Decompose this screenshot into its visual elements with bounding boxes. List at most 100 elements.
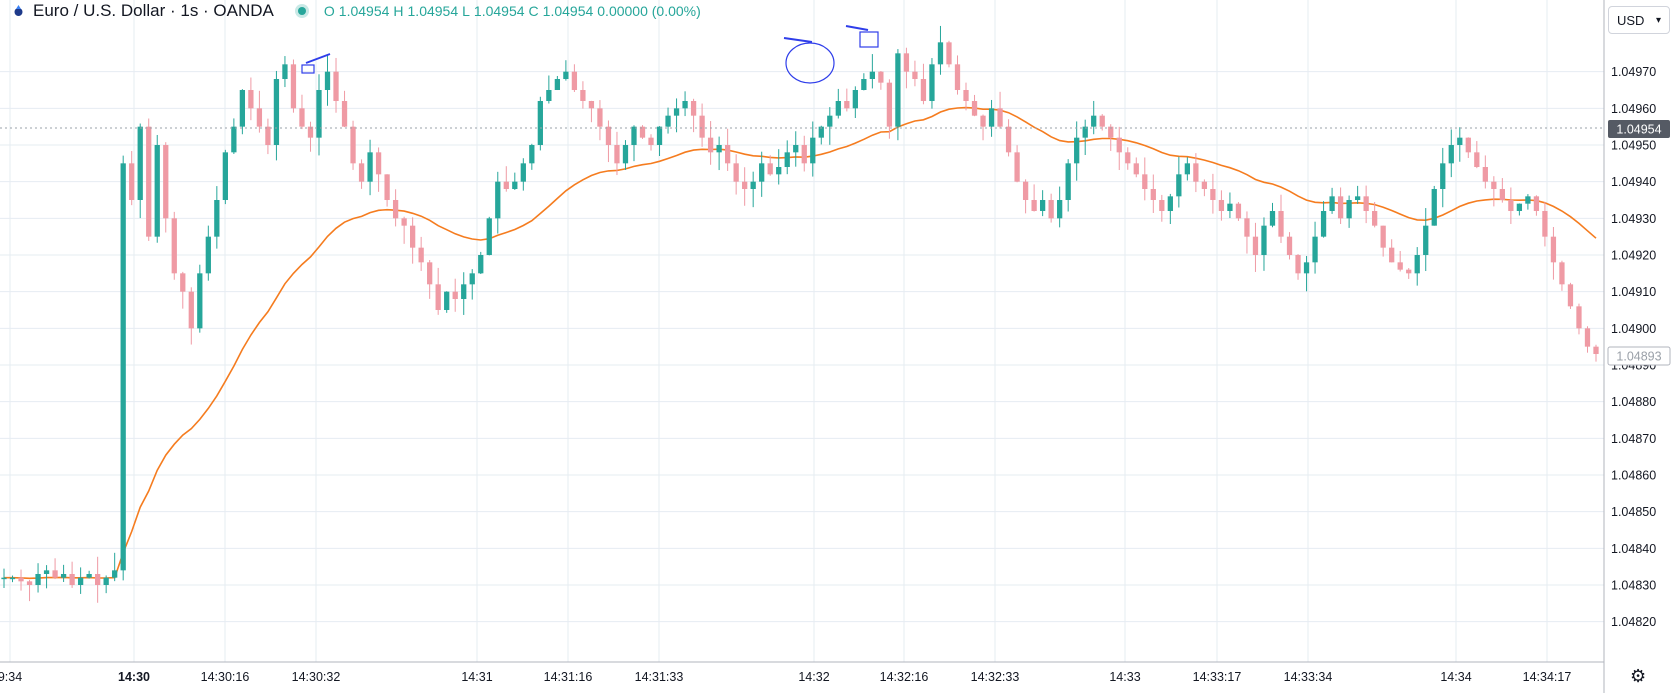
candle-down <box>1099 114 1105 131</box>
time-tick-label: 14:31 <box>461 670 492 684</box>
current-price-value: 1.04954 <box>1616 123 1661 137</box>
currency-button[interactable]: USD ▾ <box>1608 6 1670 34</box>
candle-up <box>43 565 50 589</box>
candle-down <box>767 155 773 176</box>
candle-up <box>1431 185 1437 226</box>
time-axis-labels[interactable]: 9:34 14:30 14:30:16 14:30:32 14:31 14:31:16 14… <box>0 670 1571 684</box>
annotation-stroke[interactable] <box>783 37 813 43</box>
candle-up <box>716 136 722 171</box>
candle-down <box>1397 250 1403 272</box>
candle-up <box>1440 147 1446 208</box>
candle-up <box>1303 255 1310 292</box>
price-tick-label: 1.04960 <box>1611 102 1656 116</box>
time-tick-label: 14:31:16 <box>544 670 593 684</box>
candle-up <box>937 25 944 75</box>
price-tick-label: 1.04850 <box>1611 505 1656 519</box>
current-price-label: 1.04954 <box>1608 120 1670 138</box>
price-tick-label: 1.04920 <box>1611 249 1656 263</box>
annotations <box>301 25 879 84</box>
candle-up <box>1448 129 1454 178</box>
candle-down <box>256 90 263 133</box>
candle-down <box>639 125 646 139</box>
annotation-box[interactable] <box>301 64 315 74</box>
price-tick-label: 1.04910 <box>1611 285 1656 299</box>
candle-up <box>197 264 203 333</box>
open-value: 1.04954 <box>338 3 390 19</box>
candle-down <box>886 79 893 139</box>
candle-up <box>554 75 561 91</box>
candle-down <box>614 131 620 176</box>
candle-up <box>656 126 663 157</box>
candle-up <box>776 149 782 185</box>
candle-down <box>392 189 399 227</box>
candle-down <box>384 174 390 207</box>
candle-up <box>1074 121 1080 181</box>
time-tick-label: 14:31:33 <box>635 670 684 684</box>
candle-up <box>35 563 41 593</box>
annotation-ellipse[interactable] <box>785 42 835 84</box>
candle-down <box>1465 137 1471 159</box>
candle-down <box>1406 268 1412 279</box>
time-tick-label: 14:30:32 <box>292 670 341 684</box>
time-tick-label: 14:33:17 <box>1193 670 1242 684</box>
annotation-stroke[interactable] <box>845 25 869 31</box>
annotation-box[interactable] <box>859 31 879 48</box>
candle-down <box>129 151 135 206</box>
candle-down <box>1559 260 1565 291</box>
settings-gear-icon[interactable]: ⚙ <box>1630 666 1647 686</box>
candle-down <box>1252 222 1259 272</box>
market-status-icon <box>297 7 306 15</box>
candle-down <box>980 114 986 141</box>
time-tick-label: 14:34 <box>1440 670 1471 684</box>
candle-up <box>367 139 373 196</box>
candle-down <box>605 120 612 163</box>
price-tick-label: 1.04900 <box>1611 322 1656 336</box>
open-label: O <box>323 3 335 19</box>
candle-up <box>478 251 484 275</box>
candle-up <box>137 123 143 219</box>
candle-down <box>188 287 194 345</box>
candle-down <box>95 556 101 603</box>
currency-label: USD <box>1617 12 1645 28</box>
candle-down <box>1491 176 1497 207</box>
candle-up <box>750 171 756 208</box>
candle-down <box>1542 201 1548 247</box>
time-tick-label: 9:34 <box>0 670 22 684</box>
candle-down <box>1201 179 1208 197</box>
candle-up <box>665 107 671 134</box>
candle-up <box>1516 203 1523 216</box>
oanda-logo-icon <box>14 5 23 16</box>
candle-up <box>1057 186 1063 228</box>
candle-down <box>1031 184 1037 212</box>
candle-up <box>282 56 288 88</box>
candle-down <box>1295 254 1301 280</box>
candle-up <box>231 118 237 154</box>
high-value: 1.04954 <box>407 3 459 19</box>
candle-up <box>1 568 7 588</box>
candle-down <box>1048 193 1054 223</box>
candle-up <box>60 564 67 582</box>
symbol-title[interactable]: Euro / U.S. Dollar · 1s · OANDA <box>33 1 274 20</box>
crosshair-price-value: 1.04893 <box>1616 350 1661 364</box>
candle-down <box>69 561 75 588</box>
candle-up <box>1457 127 1463 162</box>
price-tick-label: 1.04870 <box>1611 432 1656 446</box>
candle-up <box>1091 100 1097 135</box>
candle-down <box>265 118 271 155</box>
candle-down <box>1593 344 1599 362</box>
candle-down <box>946 40 952 68</box>
candle-down <box>18 569 24 591</box>
candle-down <box>648 134 654 151</box>
candle-up <box>205 225 211 281</box>
annotation-stroke[interactable] <box>305 53 331 64</box>
candle-down <box>358 159 365 189</box>
price-tick-label: 1.04820 <box>1611 615 1656 629</box>
candle-down <box>844 88 850 112</box>
candle-down <box>912 60 918 87</box>
candle-up <box>9 575 16 583</box>
candle-down <box>1278 194 1284 243</box>
moving-average-line <box>4 106 1597 580</box>
candle-down <box>963 82 969 111</box>
